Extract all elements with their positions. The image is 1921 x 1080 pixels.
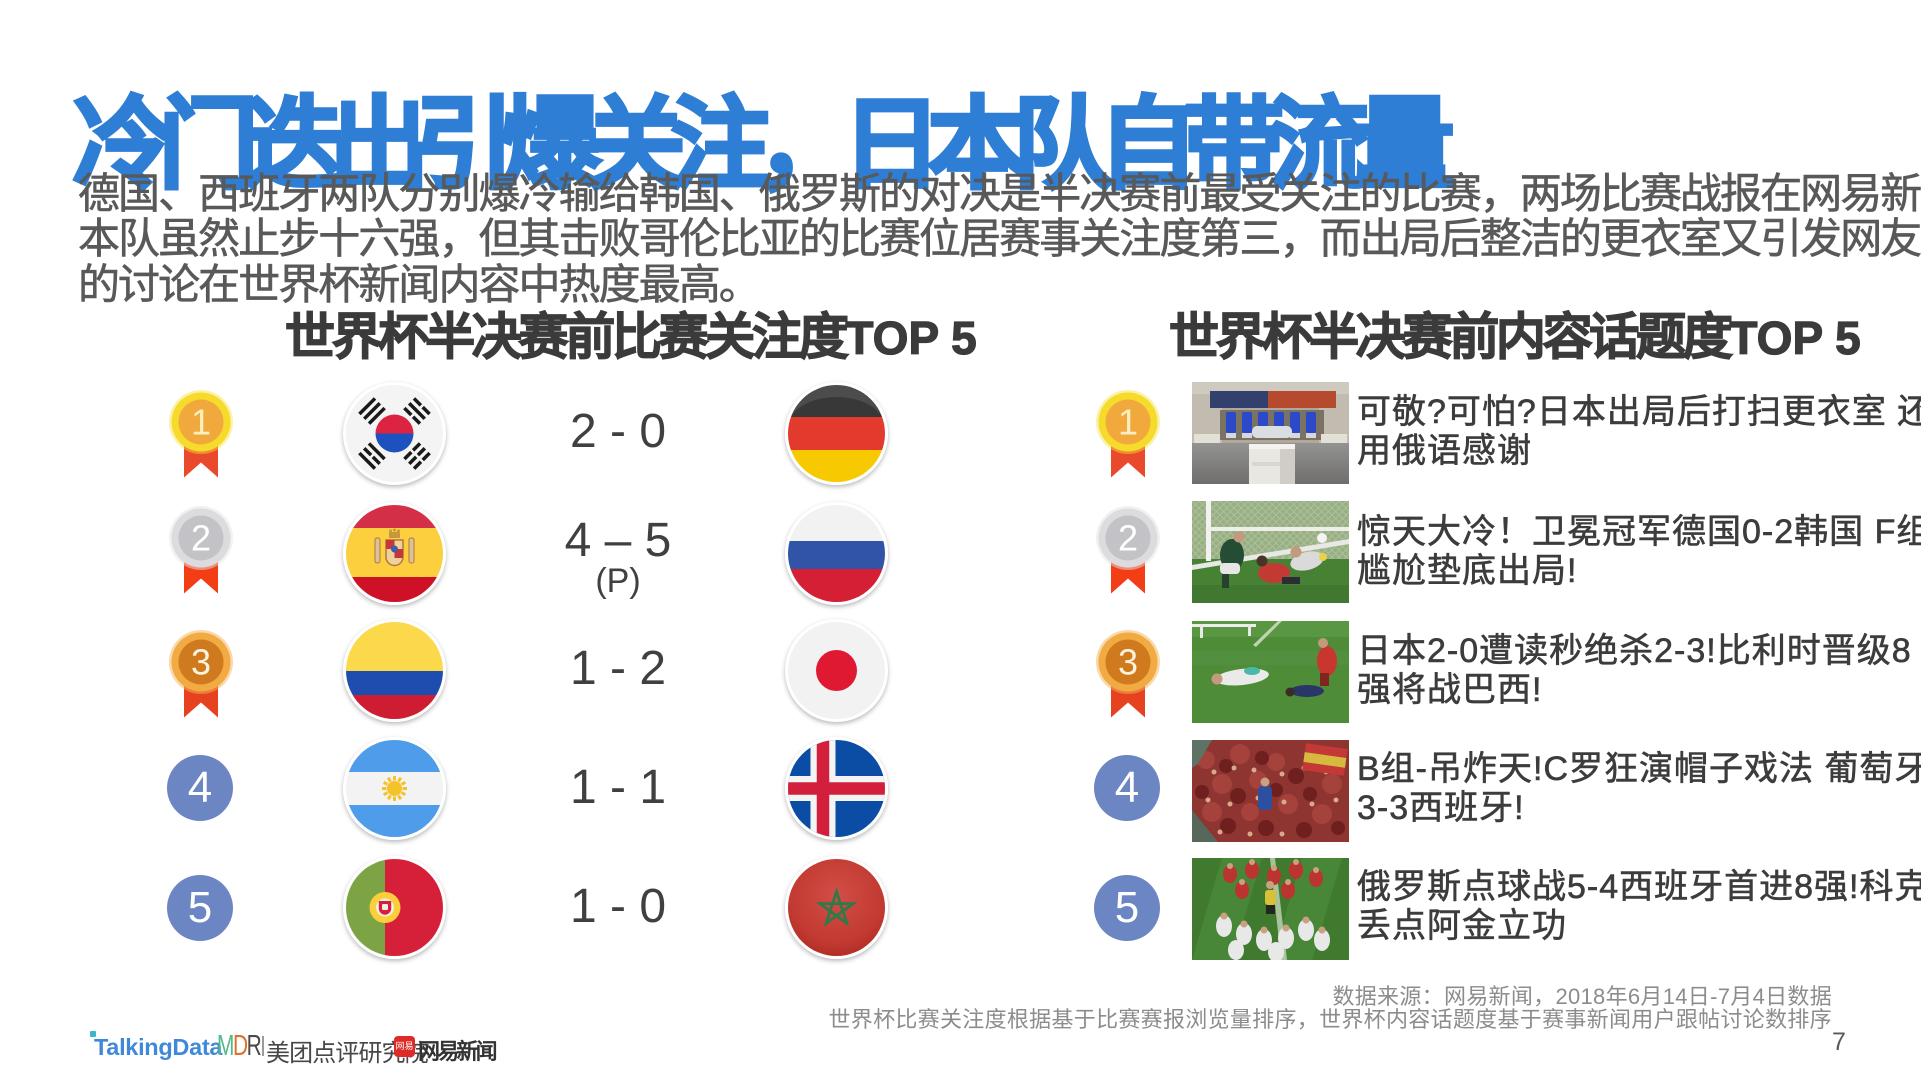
svg-text:3: 3 bbox=[1118, 642, 1138, 683]
svg-text:1: 1 bbox=[191, 401, 211, 442]
svg-text:2: 2 bbox=[191, 518, 211, 559]
svg-text:2: 2 bbox=[1118, 518, 1138, 559]
svg-text:3: 3 bbox=[191, 642, 211, 683]
svg-text:1: 1 bbox=[1118, 401, 1138, 442]
